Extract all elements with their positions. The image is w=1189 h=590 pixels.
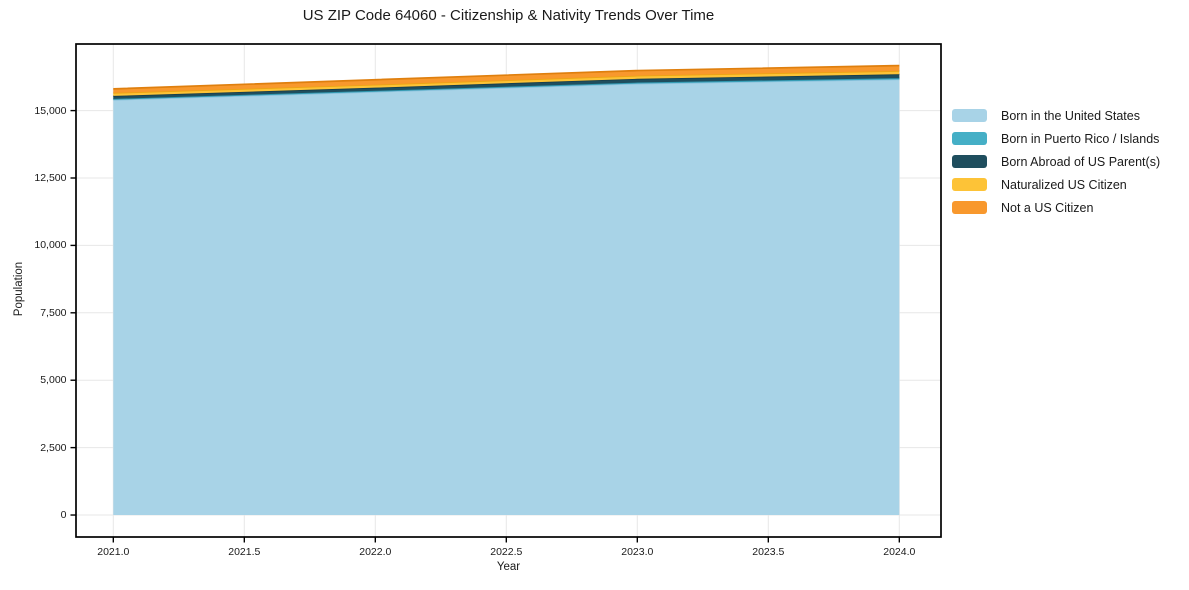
legend-label: Born in the United States xyxy=(1001,108,1140,123)
area-series-4 xyxy=(113,65,900,93)
legend-item-1: Born in Puerto Rico / Islands xyxy=(952,127,1160,150)
legend-label: Born Abroad of US Parent(s) xyxy=(1001,154,1161,169)
line-series-4 xyxy=(113,64,900,90)
legend-label: Not a US Citizen xyxy=(1001,200,1094,215)
legend-swatch xyxy=(952,109,987,122)
legend-swatch xyxy=(952,178,987,191)
plot-border xyxy=(75,43,942,538)
y-tick-label: 7,500 xyxy=(40,306,67,319)
y-tick-label: 10,000 xyxy=(34,239,67,252)
y-tick-label: 15,000 xyxy=(34,104,67,117)
legend-label: Born in Puerto Rico / Islands xyxy=(1001,131,1160,146)
x-tick-label: 2023.5 xyxy=(752,546,785,558)
legend-item-3: Naturalized US Citizen xyxy=(952,173,1160,196)
y-tick-label: 2,500 xyxy=(40,441,67,454)
legend-item-0: Born in the United States xyxy=(952,104,1160,127)
y-tick-label: 5,000 xyxy=(40,374,67,387)
x-axis-title: Year xyxy=(496,561,521,573)
x-tick-label: 2022.5 xyxy=(490,546,523,558)
x-tick-label: 2021.0 xyxy=(97,546,130,558)
area-series-0 xyxy=(113,79,900,516)
legend-item-4: Not a US Citizen xyxy=(952,196,1160,219)
x-tick-label: 2021.5 xyxy=(228,546,261,558)
legend-swatch xyxy=(952,155,987,168)
legend-label: Naturalized US Citizen xyxy=(1001,177,1127,192)
y-tick-label: 12,500 xyxy=(34,172,67,184)
legend: Born in the United States Born in Puerto … xyxy=(952,104,1160,219)
legend-item-2: Born Abroad of US Parent(s) xyxy=(952,150,1160,173)
y-tick-label: 0 xyxy=(60,509,67,522)
area-series-2 xyxy=(113,74,900,99)
legend-swatch xyxy=(952,132,987,145)
x-tick-label: 2023.0 xyxy=(621,546,654,558)
chart-title: US ZIP Code 64060 - Citizenship & Nativi… xyxy=(302,7,715,24)
legend-swatch xyxy=(952,201,987,214)
area-series-3 xyxy=(113,70,900,96)
x-tick-label: 2024.0 xyxy=(883,546,916,558)
x-tick-label: 2022.0 xyxy=(359,546,392,558)
